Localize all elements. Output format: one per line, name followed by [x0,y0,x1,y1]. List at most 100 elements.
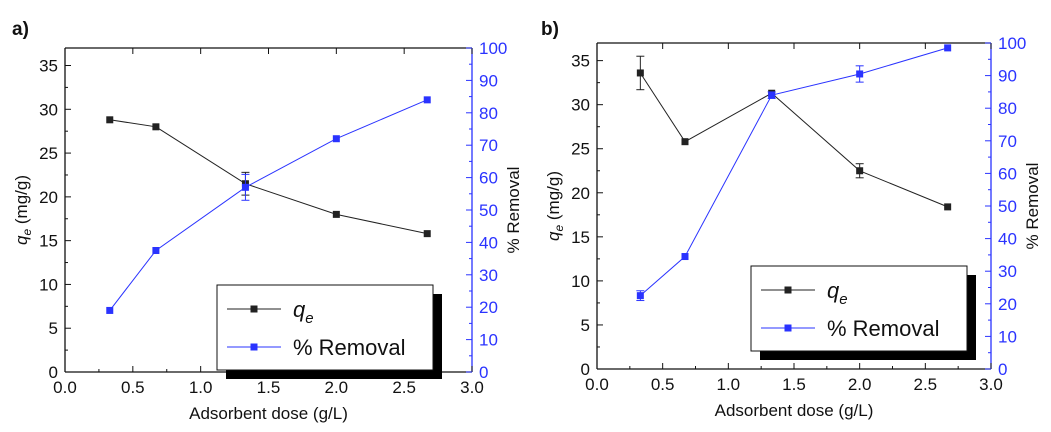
data-point-removal [241,183,249,191]
y2-tick-label: 100 [479,39,507,58]
legend-label-symbol: q [827,278,840,303]
data-point-removal [423,96,431,104]
panel-label: b) [541,19,559,40]
data-point-qe [944,203,952,211]
y2-tick-label: 0 [998,360,1007,379]
legend-label: qe [293,297,314,327]
x-tick-label: 0.5 [651,375,675,394]
y-tick-label: 25 [571,140,590,159]
legend-label: % Removal [293,335,405,360]
data-point-removal [944,44,952,52]
data-point-qe [423,230,431,238]
data-point-qe [856,167,864,175]
x-tick-label: 0.0 [53,378,77,397]
y2-axis-title: % Removal [504,167,523,254]
legend-box [750,265,968,352]
x-tick-label: 2.0 [325,378,349,397]
legend-label: qe [827,278,848,308]
chart-panel-b: b)0.0 0.5 1.0 1.5 2.0 2.5 3.005101520253035010… [541,19,1042,420]
x-tick-label: 1.5 [782,375,806,394]
y-tick-label: 20 [571,184,590,203]
data-point-qe [106,116,114,124]
y2-tick-label: 30 [998,262,1017,281]
legend-label-symbol: q [293,297,306,322]
y-tick-label: 5 [581,316,590,335]
y-axis-title-subscript: e [552,225,566,232]
x-tick-label: 0.0 [585,375,609,394]
data-point-removal [106,306,114,314]
x-tick-label: 1.0 [717,375,741,394]
x-tick-label: 0.5 [121,378,145,397]
y2-tick-label: 100 [998,34,1026,53]
y-axis-title: qe (mg/g) [544,171,566,241]
x-axis-title: Adsorbent dose (g/L) [189,404,348,423]
data-point-removal [332,135,340,143]
x-tick-label: 3.0 [460,378,484,397]
panel-label: a) [12,19,29,40]
y-tick-label: 0 [581,360,590,379]
y-tick-label: 5 [49,319,58,338]
y2-tick-label: 10 [998,327,1017,346]
legend-box [216,284,434,371]
y2-tick-label: 80 [479,104,498,123]
y-tick-label: 15 [571,228,590,247]
x-axis-title: Adsorbent dose (g/L) [715,401,874,420]
data-point-qe [152,123,160,131]
legend-marker [784,324,792,332]
chart-panel-a: a)0.0 0.5 1.0 1.5 2.0 2.5 3.005101520253035010… [12,19,523,423]
x-tick-label: 3.0 [979,375,1003,394]
y2-tick-label: 90 [998,67,1017,86]
y2-tick-label: 60 [479,169,498,188]
legend-label: % Removal [827,316,939,341]
legend-label-subscript: e [839,291,847,308]
y2-tick-label: 40 [479,233,498,252]
x-tick-label: 1.5 [257,378,281,397]
data-point-removal [856,70,864,78]
data-point-removal [768,91,776,99]
x-tick-label: 2.0 [848,375,872,394]
y-tick-label: 15 [39,232,58,251]
data-point-qe [681,138,689,146]
legend-marker [250,343,258,351]
y-axis-title: qe (mg/g) [12,175,34,245]
data-point-removal [681,253,689,261]
legend-label-subscript: e [305,310,313,327]
y-tick-label: 20 [39,188,58,207]
y2-tick-label: 50 [479,201,498,220]
series-line-removal [109,99,428,311]
legend-marker [250,305,258,313]
data-point-removal [152,247,160,254]
y-axis-title-unit: (mg/g) [544,171,563,225]
y-tick-label: 25 [39,144,58,163]
y-axis-title-symbol: q [544,231,563,241]
x-tick-label: 2.5 [392,378,416,397]
x-tick-label: 2.5 [914,375,938,394]
y2-tick-label: 30 [479,266,498,285]
y2-tick-label: 80 [998,99,1017,118]
y-tick-label: 10 [39,275,58,294]
y-axis-title-unit: (mg/g) [12,175,31,229]
y-tick-label: 35 [39,57,58,76]
y2-tick-label: 10 [479,331,498,350]
data-point-removal [636,292,644,300]
series-line-qe [109,119,428,235]
y2-tick-label: 70 [479,136,498,155]
y2-tick-label: 70 [998,132,1017,151]
y2-tick-label: 60 [998,164,1017,183]
y2-tick-label: 20 [479,298,498,317]
y2-tick-label: 50 [998,197,1017,216]
y-axis-title-symbol: q [12,235,31,245]
y2-tick-label: 20 [998,295,1017,314]
y2-axis-title: % Removal [1023,163,1042,250]
y-tick-label: 30 [39,100,58,119]
legend-marker [784,286,792,294]
y-tick-label: 30 [571,96,590,115]
data-point-qe [332,210,340,218]
y2-tick-label: 90 [479,71,498,90]
y-tick-label: 35 [571,52,590,71]
y-tick-label: 0 [49,363,58,382]
x-tick-label: 1.0 [189,378,213,397]
data-point-qe [636,69,644,77]
